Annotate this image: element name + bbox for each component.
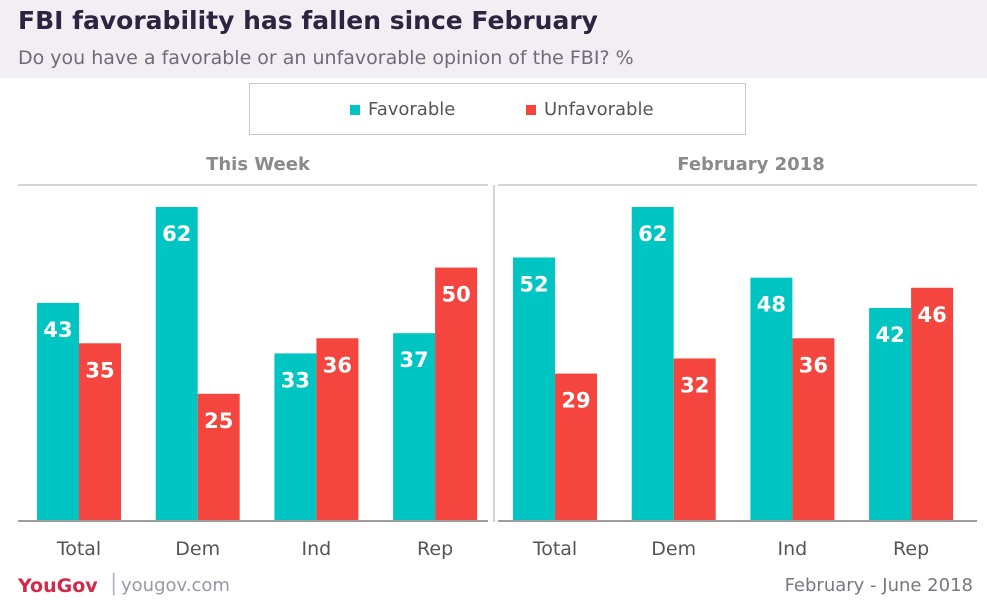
bar-unfavorable-rep	[911, 287, 954, 520]
data-label: 43	[43, 318, 72, 342]
data-label: 46	[917, 303, 946, 327]
x-tick-label: Rep	[417, 538, 453, 560]
x-tick-label: Ind	[302, 538, 332, 560]
unfavorable-swatch	[526, 104, 536, 115]
footer-site-link[interactable]: yougov.com	[121, 575, 230, 596]
bar-unfavorable-total	[79, 343, 121, 520]
data-label: 25	[204, 409, 233, 433]
data-label: 35	[85, 358, 114, 382]
x-tick-label: Total	[56, 538, 101, 560]
footer-separator: |	[110, 571, 118, 596]
header-band	[0, 0, 987, 78]
data-label: 32	[680, 373, 709, 397]
bar-favorable-dem	[631, 207, 674, 520]
bar-favorable-total	[37, 302, 79, 520]
bar-favorable-dem	[155, 207, 198, 520]
legend: Favorable Unfavorable	[249, 83, 746, 135]
panel-title: This Week	[206, 154, 311, 175]
data-label: 33	[281, 368, 310, 392]
chart-title: FBI favorability has fallen since Februa…	[18, 6, 598, 35]
yougov-logo: YouGov	[18, 575, 98, 597]
x-tick-label: Dem	[651, 538, 696, 560]
data-label: 62	[638, 222, 667, 246]
data-label: 48	[757, 293, 786, 317]
bar-unfavorable-dem	[673, 358, 716, 520]
bar-unfavorable-ind	[792, 338, 835, 520]
data-label: 42	[875, 323, 904, 347]
panel-title: February 2018	[677, 154, 824, 175]
bar-favorable-ind	[274, 353, 317, 520]
data-label: 50	[441, 283, 470, 307]
x-tick-label: Ind	[778, 538, 808, 560]
legend-label-favorable: Favorable	[368, 99, 456, 120]
bar-unfavorable-dem	[197, 393, 240, 520]
x-tick-label: Dem	[175, 538, 220, 560]
chart-subtitle: Do you have a favorable or an unfavorabl…	[18, 47, 634, 69]
x-tick-label: Rep	[893, 538, 929, 560]
legend-item-favorable: Favorable	[350, 99, 455, 120]
x-tick-label: Total	[532, 538, 577, 560]
data-label: 37	[399, 348, 428, 372]
bar-favorable-rep	[869, 307, 912, 520]
favorable-swatch	[350, 104, 360, 115]
legend-item-unfavorable: Unfavorable	[526, 99, 654, 120]
data-label: 62	[162, 222, 191, 246]
data-label: 29	[561, 389, 590, 413]
data-label: 52	[519, 272, 548, 296]
bar-unfavorable-ind	[316, 338, 359, 520]
data-label: 36	[799, 353, 828, 377]
bar-unfavorable-rep	[435, 267, 478, 520]
bar-favorable-rep	[393, 333, 436, 520]
legend-label-unfavorable: Unfavorable	[544, 99, 654, 120]
bar-favorable-total	[513, 257, 555, 520]
data-label: 36	[323, 353, 352, 377]
bar-favorable-ind	[750, 277, 793, 520]
bar-unfavorable-total	[555, 373, 597, 520]
footer-date-range: February - June 2018	[784, 575, 973, 596]
